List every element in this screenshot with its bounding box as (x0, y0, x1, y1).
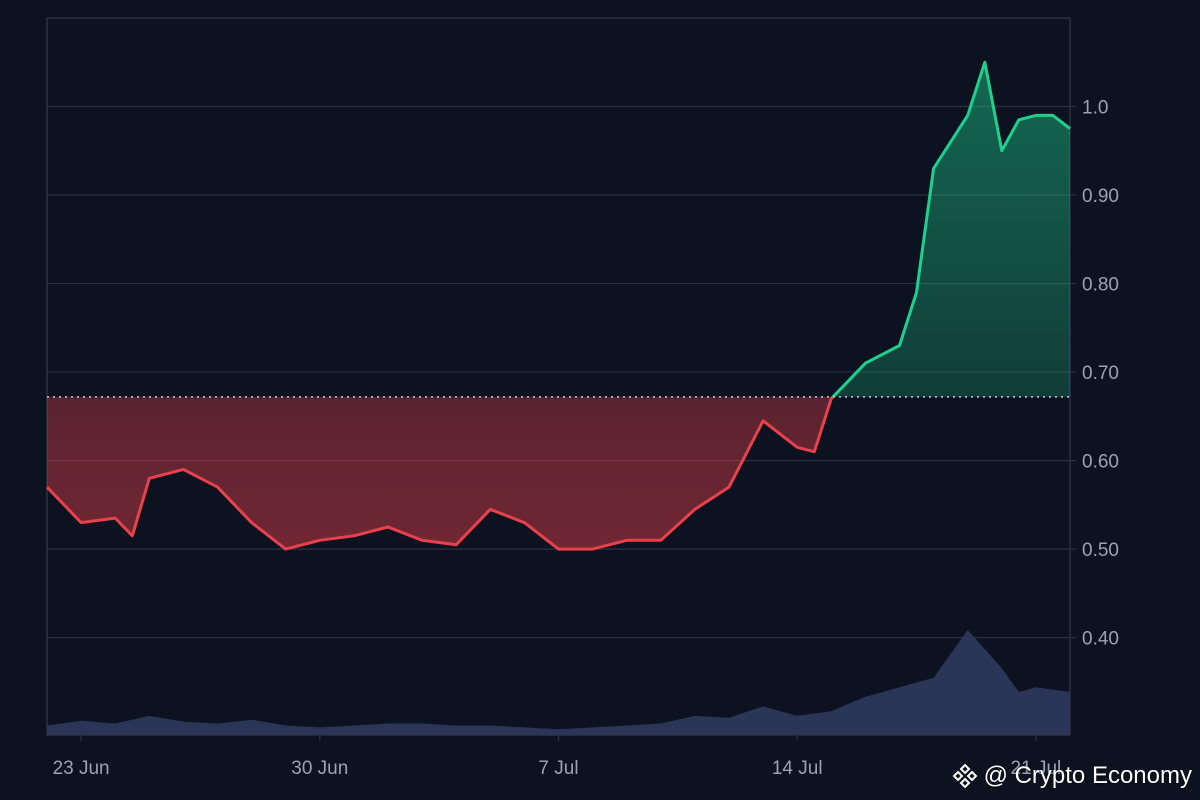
binance-diamond-icon (952, 763, 977, 789)
above-baseline-fill (47, 62, 1070, 397)
y-tick-label: 0.90 (1082, 186, 1119, 207)
below-baseline-fill (47, 396, 833, 550)
y-tick-label: 0.60 (1082, 452, 1119, 473)
price-fills (47, 62, 1070, 550)
y-axis: 0.40 0.50 0.60 0.70 0.80 0.90 1.0 (1070, 98, 1119, 650)
y-tick-label: 0.80 (1082, 275, 1119, 296)
x-tick-label: 30 Jun (291, 758, 348, 779)
x-tick-label: 7 Jul (538, 758, 578, 779)
price-lines (45, 60, 1071, 551)
x-tick-label: 21 Jul (1011, 758, 1062, 779)
y-tick-label: 0.40 (1082, 629, 1119, 650)
x-tick-label: 23 Jun (53, 758, 110, 779)
x-tick-label: 14 Jul (772, 758, 823, 779)
watermark-text: @ Crypto Economy (983, 762, 1192, 789)
x-axis: 23 Jun 30 Jun 7 Jul 14 Jul 21 Jul (53, 735, 1062, 779)
volume-area-shape (47, 630, 1070, 735)
y-tick-label: 0.70 (1082, 363, 1119, 384)
volume-area (47, 630, 1070, 735)
price-line-below (45, 396, 836, 551)
price-line-above (830, 60, 1071, 397)
watermark: @ Crypto Economy (952, 762, 1192, 790)
y-tick-label: 1.0 (1082, 98, 1108, 119)
y-tick-label: 0.50 (1082, 540, 1119, 561)
